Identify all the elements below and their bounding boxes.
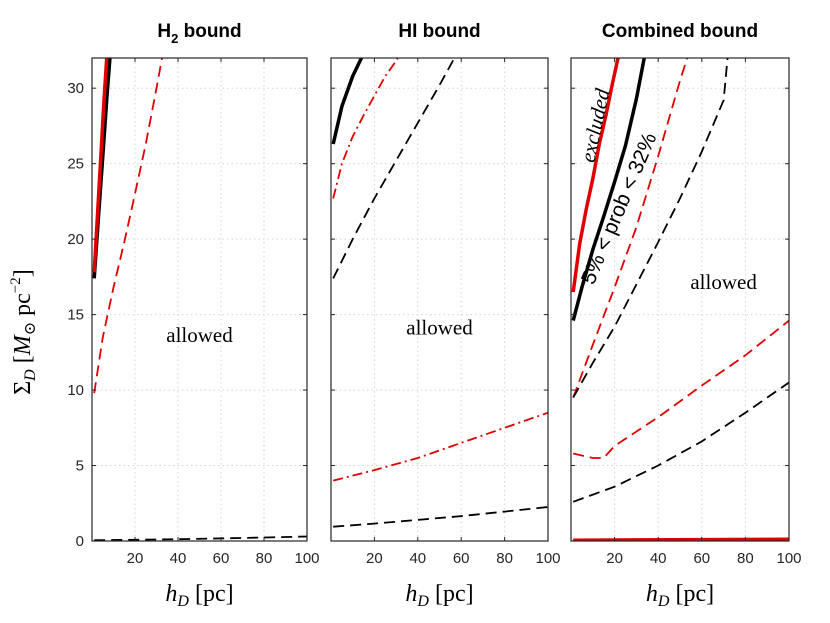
series-red-dash-dot-lower	[332, 411, 548, 482]
y-axis-label: ΣD [M⊙ pc−2]	[8, 269, 39, 395]
x-tick-label: 60	[453, 550, 470, 567]
annotation-allowed: allowed	[166, 323, 233, 347]
axes-box	[330, 57, 549, 542]
x-tick-label: 80	[496, 550, 513, 567]
series-black-dashed-upper	[332, 58, 456, 279]
chart-title: HI bound	[398, 21, 480, 42]
y-tick-label: 20	[67, 231, 84, 248]
y-tick-label: 10	[67, 382, 84, 399]
x-tick-label: 80	[737, 550, 754, 567]
axes-box	[570, 57, 790, 542]
x-tick-label: 80	[256, 550, 273, 567]
series-black-solid	[331, 58, 364, 145]
x-tick-label: 60	[693, 550, 710, 567]
series-red-solid	[92, 58, 109, 273]
series-red-dash-dot-upper	[332, 58, 399, 199]
x-tick-label: 40	[170, 550, 187, 567]
chart-panel-2: HI bound allowed 20 40 60 80 100 hD [pc]	[330, 21, 561, 610]
x-tick-label: 20	[127, 550, 144, 567]
y-tick-label: 5	[76, 458, 84, 475]
series-red-solid-bottom	[573, 537, 789, 541]
series-red-dashed-upper	[572, 58, 689, 398]
annotation-excluded: excluded	[576, 86, 615, 164]
series-red-solid	[571, 58, 620, 293]
y-tick-label: 25	[67, 156, 84, 173]
series-red-dashed	[93, 58, 163, 394]
x-tick-label: 100	[535, 550, 560, 567]
x-tick-label: 40	[650, 550, 667, 567]
y-tick-label: 0	[76, 533, 84, 550]
x-tick-label: 40	[409, 550, 426, 567]
y-tick-label: 30	[67, 80, 84, 97]
x-axis-label: hD [pc]	[646, 581, 714, 610]
annotation-allowed: allowed	[406, 316, 473, 340]
x-tick-label: 100	[776, 550, 801, 567]
y-tick-label: 15	[67, 307, 84, 324]
x-tick-label: 100	[294, 550, 319, 567]
panels: H2 bound allowed 20 40 60 80 100 0 5 10 15 20 25 30 hD…	[67, 21, 801, 610]
annotation-allowed: allowed	[690, 270, 757, 294]
x-tick-label: 20	[366, 550, 383, 567]
series-black-dashed-lower	[572, 381, 789, 503]
series-black-dashed-lower	[333, 506, 548, 528]
series-black-solid	[571, 58, 647, 322]
x-axis-label: hD [pc]	[405, 581, 473, 610]
x-axis-label: hD [pc]	[165, 581, 233, 610]
x-tick-label: 20	[606, 550, 623, 567]
series-black-dashed-upper	[572, 58, 729, 399]
chart-title: Combined bound	[602, 21, 758, 42]
x-tick-label: 60	[213, 550, 230, 567]
chart-title: H2 bound	[157, 21, 241, 46]
axes-box	[91, 57, 308, 542]
series-red-dashed-lower	[572, 319, 789, 459]
chart-panel-1: H2 bound allowed 20 40 60 80 100 0 5 10 15 20 25 30 hD…	[67, 21, 319, 610]
series-black-dashed	[94, 535, 307, 541]
